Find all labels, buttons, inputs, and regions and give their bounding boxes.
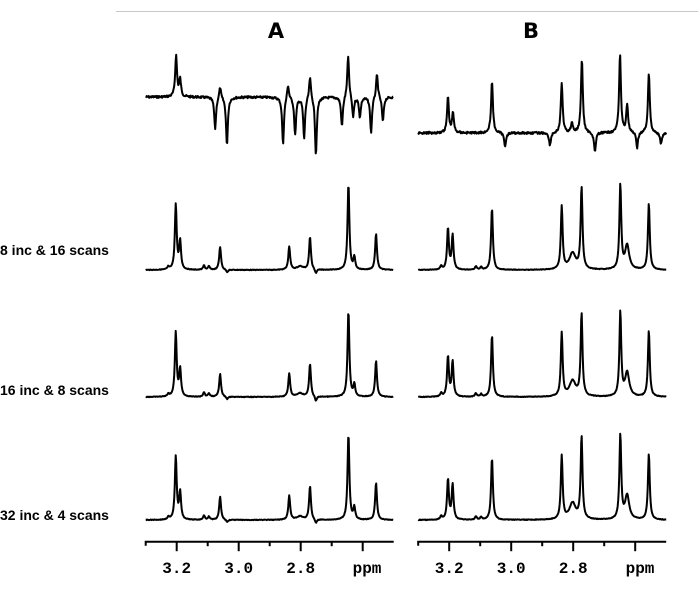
panel-b: 3.2 3.0 2.8 ppm <box>417 54 668 578</box>
spectrum-b-1 <box>417 182 667 271</box>
tick-label-a-2.8: 2.8 <box>286 560 315 578</box>
tick-label-a-3.0: 3.0 <box>224 560 253 578</box>
x-axis-label-a: ppm <box>353 560 382 578</box>
tick-label-a-3.2: 3.2 <box>162 560 191 578</box>
row-label-1: 8 inc & 16 scans <box>0 242 109 258</box>
panel-a: 3.2 3.0 2.8 ppm <box>144 53 394 578</box>
spectrum-a-2 <box>145 313 394 402</box>
spectrum-a-3 <box>145 436 394 524</box>
spectrum-a-1 <box>145 186 394 274</box>
panel-b-x-axis <box>417 540 667 552</box>
spectrum-a-0 <box>145 53 394 155</box>
tick-label-b-3.0: 3.0 <box>497 560 526 578</box>
x-axis-label-b: ppm <box>626 560 655 578</box>
row-label-2: 16 inc & 8 scans <box>0 382 109 398</box>
spectrum-b-2 <box>417 309 667 399</box>
row-label-3: 32 inc & 4 scans <box>0 507 109 523</box>
panel-title-a: A <box>268 19 285 43</box>
panel-a-x-axis <box>144 540 394 552</box>
spectrum-b-3 <box>417 432 667 522</box>
x-axis-line <box>144 540 394 546</box>
x-axis-line <box>417 540 667 546</box>
panel-b-spectra <box>417 54 668 522</box>
tick-label-b-3.2: 3.2 <box>435 560 464 578</box>
panel-title-b: B <box>523 19 539 43</box>
panel-a-spectra <box>145 53 394 524</box>
tick-label-b-2.8: 2.8 <box>559 560 588 578</box>
spectrum-b-0 <box>417 54 668 152</box>
